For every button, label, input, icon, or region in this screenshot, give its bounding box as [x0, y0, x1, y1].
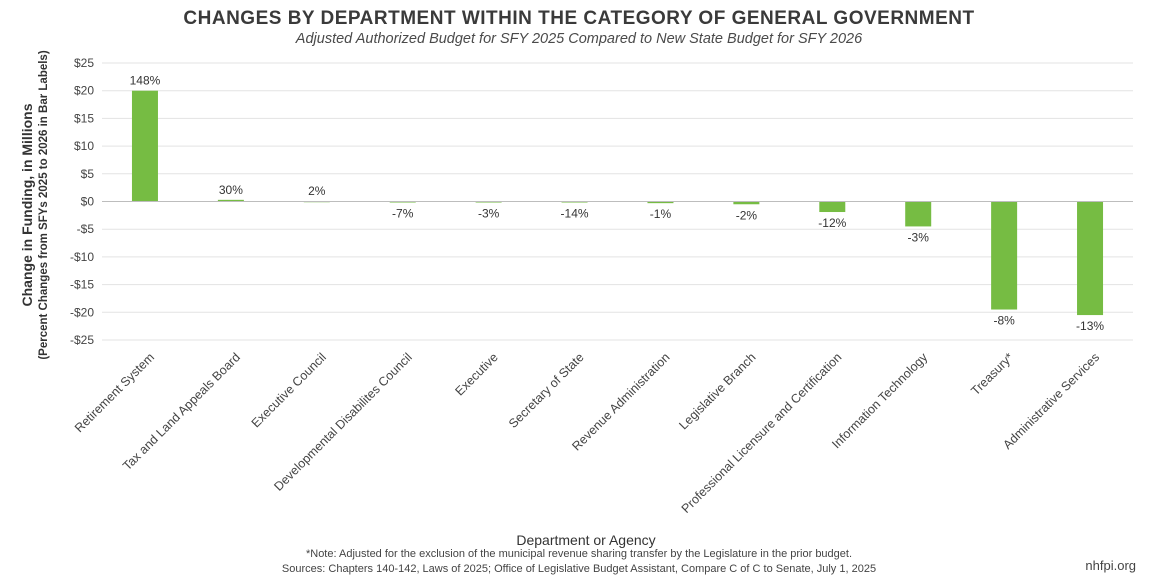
bar	[905, 201, 932, 227]
bar-label: -2%	[736, 208, 758, 222]
bar-label: -8%	[993, 314, 1015, 328]
y-axis-subtitle: (Percent Changes from SFYs 2025 to 2026 …	[38, 50, 50, 360]
y-tick-label: -$20	[70, 305, 94, 319]
sources: Sources: Chapters 140-142, Laws of 2025;…	[281, 563, 877, 575]
bar-label: 148%	[130, 74, 161, 88]
bar	[1077, 201, 1104, 316]
x-tick-label: Administrative Services	[1000, 350, 1102, 452]
footnote: *Note: Adjusted for the exclusion of the…	[305, 548, 853, 560]
x-tick-label: Revenue Administration	[569, 350, 672, 453]
bar	[131, 90, 158, 202]
brand-url: nhfpi.org	[1085, 558, 1136, 573]
x-tick-label: Treasury*	[968, 350, 1016, 398]
y-axis-title: Change in Funding, in Millions	[19, 103, 35, 306]
bar-label: 30%	[219, 183, 243, 197]
x-tick-label: Information Technology	[829, 350, 931, 452]
bar	[647, 201, 674, 204]
bars	[131, 90, 1104, 316]
y-tick-label: -$25	[70, 333, 94, 347]
y-axis-ticks: $25 $20 $15 $10 $5 $0 -$5 -$10 -$15 -$20 -$25	[70, 56, 94, 347]
y-tick-label: $25	[74, 56, 94, 70]
chart-subtitle: Adjusted Authorized Budget for SFY 2025 …	[295, 31, 863, 47]
bar-label: 2%	[308, 184, 326, 198]
bar	[991, 201, 1018, 310]
bar-labels: 148% 30% 2% -7% -3% -14% -1% -2% -12% -3% -8% -13%	[130, 74, 1105, 333]
x-tick-label: Secretary of State	[506, 350, 587, 431]
x-tick-label: Retirement System	[72, 350, 157, 435]
bar	[217, 199, 244, 202]
x-tick-label: Executive	[453, 350, 501, 398]
y-tick-label: $15	[74, 111, 94, 125]
y-tick-label: $0	[81, 195, 95, 209]
y-tick-label: $10	[74, 139, 94, 153]
x-tick-label: Executive Council	[249, 350, 329, 430]
bar	[819, 201, 846, 213]
gridlines	[102, 62, 1133, 341]
bar-label: -13%	[1076, 319, 1104, 333]
chart-title: CHANGES BY DEPARTMENT WITHIN THE CATEGOR…	[183, 8, 975, 29]
x-tick-label: Professional Licensure and Certification	[679, 350, 845, 516]
x-axis-title: Department or Agency	[516, 532, 655, 548]
bar-label: -7%	[392, 207, 414, 221]
y-tick-label: -$10	[70, 250, 94, 264]
bar-label: -3%	[478, 207, 500, 221]
x-tick-label: Legislative Branch	[676, 350, 758, 432]
bar-label: -1%	[650, 207, 672, 221]
bar	[733, 201, 760, 205]
bar-label: -14%	[561, 207, 589, 221]
bar-label: -3%	[908, 230, 930, 244]
y-tick-label: -$15	[70, 278, 94, 292]
y-tick-label: -$5	[77, 222, 95, 236]
y-tick-label: $5	[81, 167, 95, 181]
bar-label: -12%	[818, 216, 846, 230]
y-tick-label: $20	[74, 84, 94, 98]
x-tick-label: Developmental Disabilites Council	[271, 350, 415, 494]
